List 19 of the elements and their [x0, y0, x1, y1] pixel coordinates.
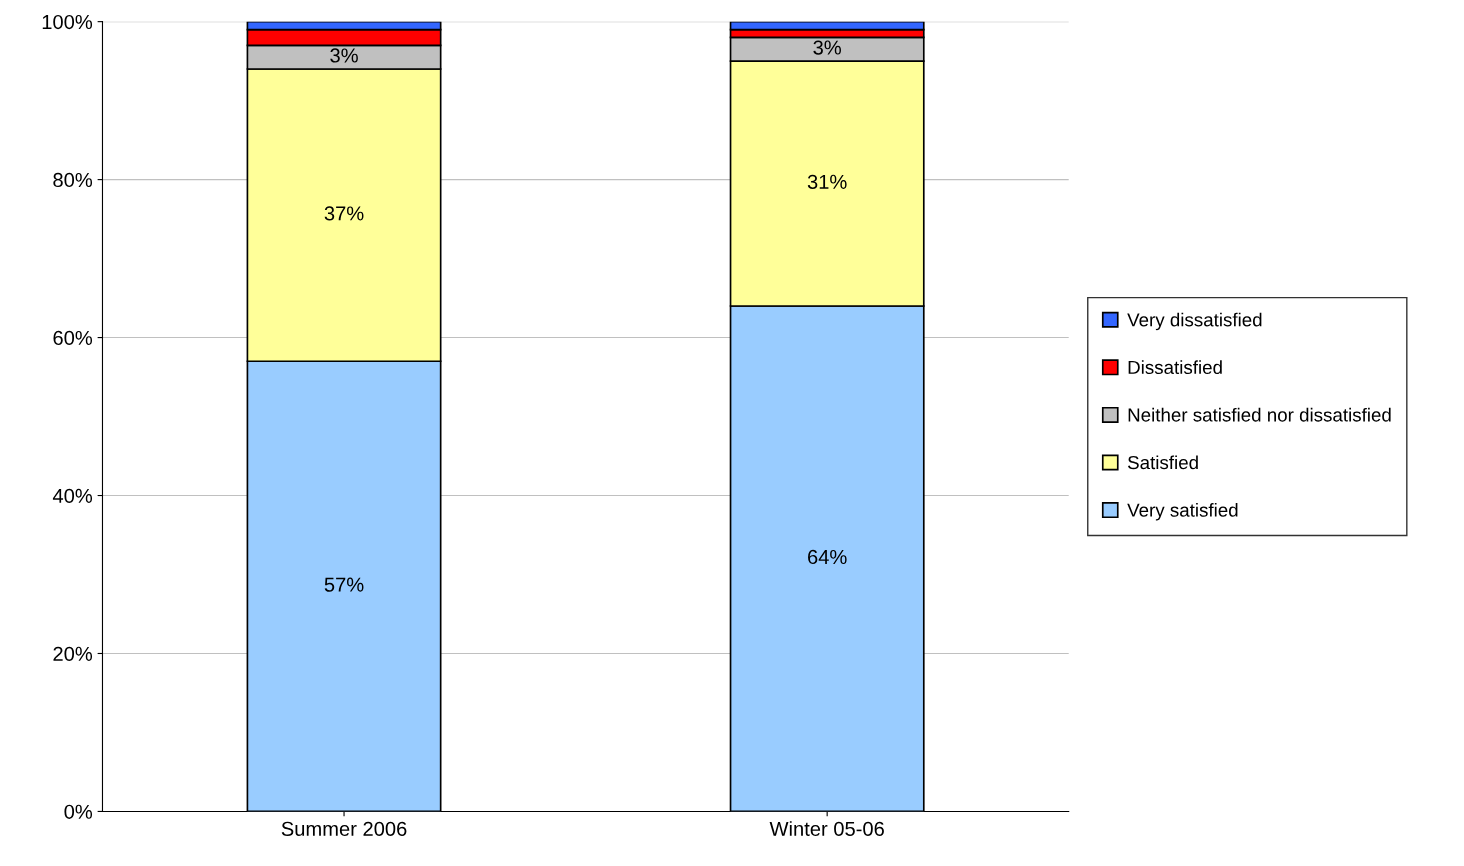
data-label: 37%	[324, 206, 364, 221]
data-label: 31%	[807, 174, 847, 189]
x-tick-label: Winter 05-06	[769, 821, 884, 836]
data-label: 64%	[808, 549, 847, 565]
data-label: 3%	[330, 48, 358, 63]
legend-label: Satisfied	[1127, 455, 1198, 470]
y-tick-label: 80%	[53, 172, 93, 188]
y-tick-label: 20%	[53, 646, 93, 661]
legend-label: Neither satisfied nor dissatisfied	[1128, 407, 1391, 422]
data-label: 3%	[813, 40, 841, 55]
y-tick-label: 0%	[64, 804, 93, 819]
legend-label: Dissatisfied	[1128, 360, 1222, 375]
y-tick-label: 60%	[53, 330, 93, 346]
legend-label: Very satisfied	[1127, 503, 1238, 521]
data-label: 57%	[324, 577, 364, 592]
legend-label: Very dissatisfied	[1127, 312, 1262, 331]
x-tick-label: Summer 2006	[281, 821, 407, 836]
y-tick-label: 100%	[42, 14, 93, 30]
y-tick-label: 40%	[52, 488, 93, 504]
